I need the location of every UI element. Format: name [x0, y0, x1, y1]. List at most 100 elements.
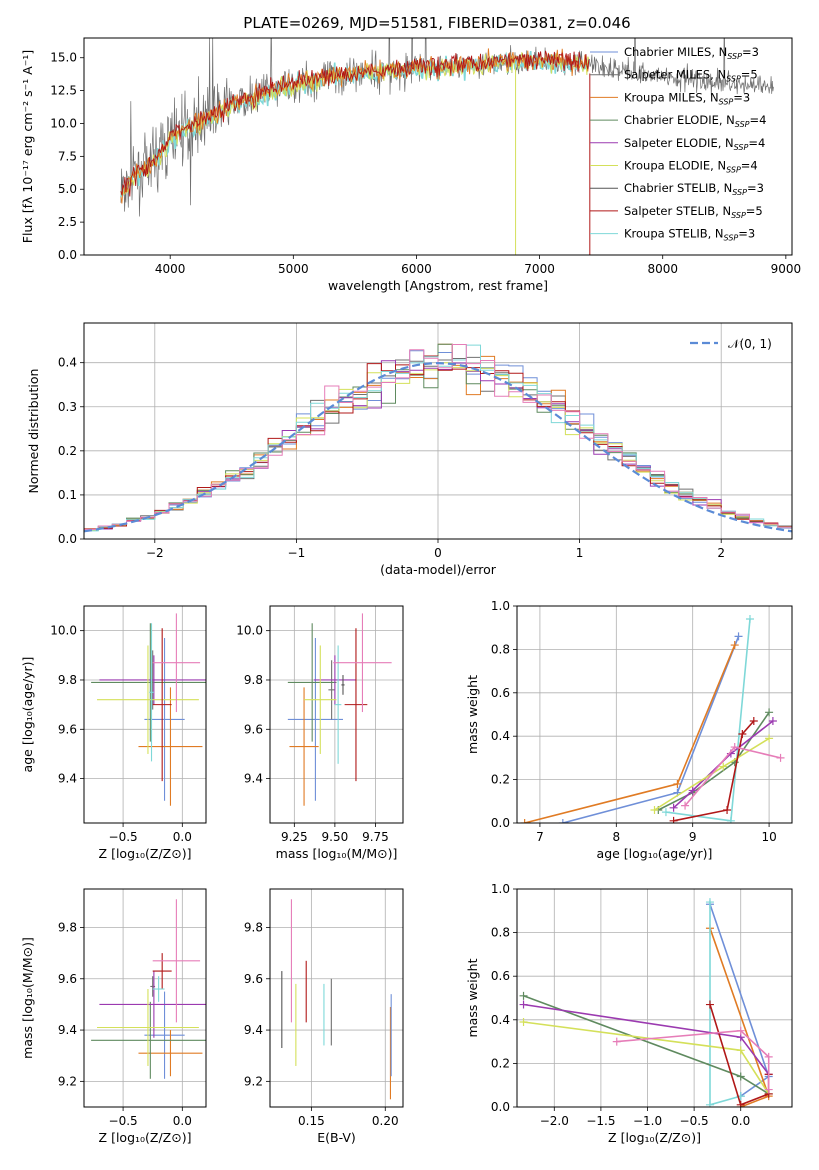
x-axis-label: age [log₁₀(age/yr)] [597, 846, 713, 861]
weight-marker [705, 1000, 714, 1009]
x-tick-label: −2 [146, 546, 164, 560]
weight-marker [765, 708, 774, 717]
errorbar-point [144, 991, 185, 1079]
weight-marker [519, 991, 528, 1000]
weight-marker [764, 1085, 773, 1094]
panel-mass-vs-Z: −0.5 0.0 9.2 9.4 9.6 9.8 Z [log₁₀(Z/Z⊙)] mass [… [20, 888, 207, 1145]
weight-marker [736, 1046, 745, 1055]
weight-marker [730, 743, 739, 752]
axes-frame [83, 37, 793, 256]
legend-entry: Chabrier ELODIE, NSSP=4 [624, 113, 766, 129]
errorbar-point [138, 687, 203, 806]
y-tick-label: 0.2 [491, 773, 510, 787]
y-tick-label: 9.4 [244, 772, 263, 786]
weight-marker [738, 730, 747, 739]
x-tick-label: 2 [717, 546, 725, 560]
y-axis-label: mass [log₁₀(M/M⊙)] [20, 937, 35, 1059]
x-axis-label: Z [log₁₀(Z/Z⊙)] [99, 1130, 192, 1145]
x-axis-label: E(B-V) [317, 1130, 356, 1145]
panel-age-vs-mass: 9.25 9.50 9.75 9.4 9.6 9.8 10.0 mass [log₁₀(M/M… [236, 605, 404, 861]
plot-area [84, 343, 792, 539]
x-tick-label: 9000 [771, 262, 802, 276]
legend-entry: Chabrier STELIB, NSSP=3 [624, 181, 764, 197]
y-tick-label: 9.6 [58, 722, 77, 736]
x-tick-label: −0.5 [109, 1114, 138, 1128]
plot-area [281, 899, 392, 1100]
errorbar-point [304, 645, 337, 754]
errorbar-point [341, 675, 345, 695]
x-tick-label: 9 [689, 830, 697, 844]
axes-frame [516, 605, 793, 824]
weight-line-9 [616, 1029, 770, 1090]
x-tick-label: 9.25 [281, 830, 308, 844]
y-tick-label: 10.0 [236, 624, 263, 638]
x-axis-label: Z [log₁₀(Z/Z⊙)] [99, 846, 192, 861]
weight-line-5 [523, 1021, 770, 1095]
y-tick-label: 9.6 [58, 972, 77, 986]
x-tick-label: −1.5 [586, 1114, 615, 1128]
x-tick-label: 7 [536, 830, 544, 844]
plot-area [519, 898, 773, 1107]
errorbar-point [152, 613, 201, 713]
weight-marker [688, 786, 697, 795]
y-tick-label: 0.2 [58, 444, 77, 458]
errorbar-point [152, 953, 172, 990]
weight-marker [765, 734, 774, 743]
y-tick-label: 0.6 [491, 969, 510, 983]
errorbar-point [344, 628, 368, 782]
y-tick-label: 0.3 [58, 400, 77, 414]
x-tick-label: 1 [576, 546, 584, 560]
weight-marker [669, 803, 678, 812]
weight-line-3 [657, 711, 770, 811]
model-spectrum-7 [120, 50, 590, 197]
y-tick-label: 9.6 [244, 972, 263, 986]
y-tick-label: 5.0 [58, 182, 77, 196]
errorbar-point [333, 613, 392, 713]
panel-age-vs-Z: −0.5 0.0 9.4 9.6 9.8 10.0 Z [log₁₀(Z/Z⊙)] age [… [20, 605, 207, 861]
y-axis-label: age [log₁₀(age/yr)] [20, 657, 35, 773]
y-axis-label: Normed distribution [26, 369, 41, 494]
y-tick-label: 1.0 [491, 599, 510, 613]
y-tick-label: 0.4 [491, 729, 510, 743]
legend-entry: Salpeter MILES, NSSP=5 [624, 68, 758, 84]
errorbar-point [152, 899, 201, 1023]
y-tick-label: 0.0 [491, 816, 510, 830]
y-tick-label: 0.0 [58, 532, 77, 546]
y-tick-label: 0.8 [491, 642, 510, 656]
weight-marker [558, 819, 567, 823]
errorbar-point [152, 976, 165, 1002]
x-tick-label: 0.0 [173, 1114, 192, 1128]
x-tick-label: −1.0 [633, 1114, 662, 1128]
weight-line-4 [673, 720, 774, 809]
x-tick-label: 5000 [278, 262, 309, 276]
legend-entry: Salpeter ELODIE, NSSP=4 [624, 136, 765, 152]
y-tick-label: 9.8 [58, 673, 77, 687]
y-tick-label: 9.4 [244, 1023, 263, 1037]
errorbar-point [152, 628, 172, 782]
axes-frame [83, 888, 207, 1108]
x-tick-label: −0.5 [109, 830, 138, 844]
weight-marker [519, 1000, 528, 1009]
y-tick-label: 10.0 [50, 624, 77, 638]
y-tick-label: 0.4 [58, 356, 77, 370]
x-tick-label: 0.20 [372, 1114, 399, 1128]
weight-marker [749, 717, 758, 726]
axes-frame [83, 322, 793, 540]
errorbar-point [91, 1001, 206, 1079]
weight-marker [520, 819, 529, 823]
x-tick-label: −2.0 [540, 1114, 569, 1128]
x-tick-label: 0.0 [173, 830, 192, 844]
y-tick-label: 0.0 [58, 248, 77, 262]
errorbar-point [287, 638, 343, 801]
x-tick-label: 8 [612, 830, 620, 844]
weight-marker [681, 801, 690, 810]
y-tick-label: 9.2 [58, 1074, 77, 1088]
errorbar-point [91, 623, 206, 742]
legend-entry: Chabrier MILES, NSSP=3 [624, 45, 759, 61]
y-tick-label: 15.0 [50, 51, 77, 65]
weight-line-0 [562, 636, 740, 823]
y-tick-label: 9.4 [58, 1023, 77, 1037]
errorbar-point [138, 1030, 203, 1077]
panel-weight-vs-Z: −2.0 −1.5 −1.0 −0.5 0.0 0.0 0.2 0.4 0.6 0.8 1.0 Z [… [465, 882, 793, 1145]
legend: Chabrier MILES, NSSP=3 Salpeter MILES, NS… [590, 45, 766, 243]
